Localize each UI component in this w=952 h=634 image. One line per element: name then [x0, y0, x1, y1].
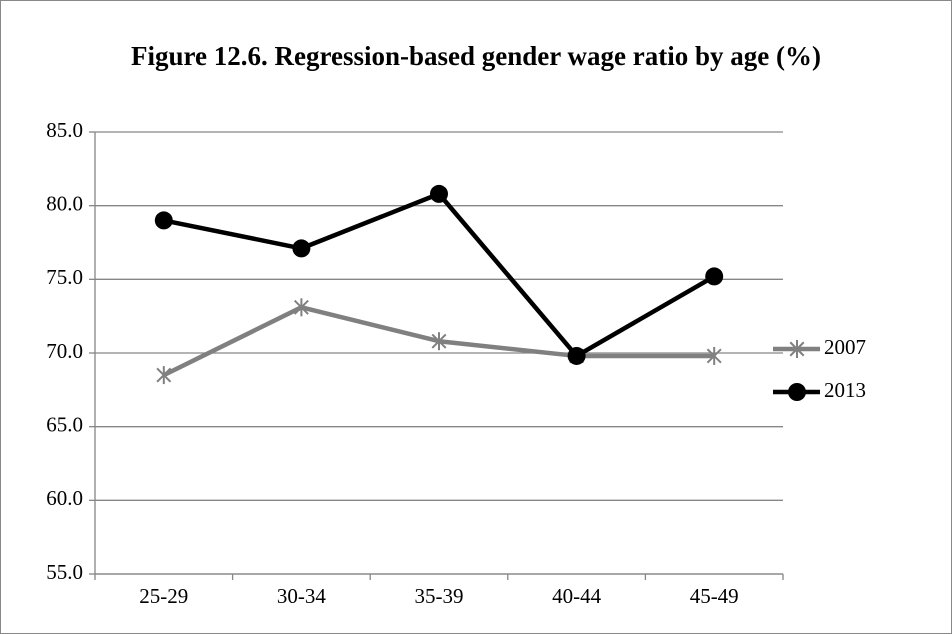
x-tick-label: 40-44 [552, 584, 601, 608]
legend-label: 2007 [824, 335, 866, 359]
x-tick-label: 35-39 [415, 584, 464, 608]
y-tick-label: 75.0 [46, 265, 83, 289]
y-tick-label: 85.0 [46, 118, 83, 142]
marker [430, 184, 448, 203]
marker [705, 267, 724, 286]
x-tick-label: 30-34 [277, 584, 326, 608]
marker [156, 366, 172, 385]
marker [293, 298, 309, 317]
marker [431, 332, 447, 351]
marker [706, 346, 722, 365]
chart-title: Figure 12.6. Regression-based gender wag… [131, 41, 821, 71]
y-tick-label: 60.0 [46, 486, 83, 510]
y-tick-label: 70.0 [46, 339, 83, 363]
legend-label: 2013 [824, 378, 866, 402]
x-tick-label: 25-29 [139, 584, 188, 608]
marker [789, 340, 805, 358]
marker [567, 346, 586, 365]
marker [292, 239, 311, 258]
y-tick-label: 65.0 [46, 412, 83, 436]
marker [788, 383, 806, 401]
marker [154, 211, 173, 230]
x-tick-label: 45-49 [690, 584, 739, 608]
y-tick-label: 55.0 [46, 560, 83, 584]
y-tick-label: 80.0 [46, 191, 83, 215]
